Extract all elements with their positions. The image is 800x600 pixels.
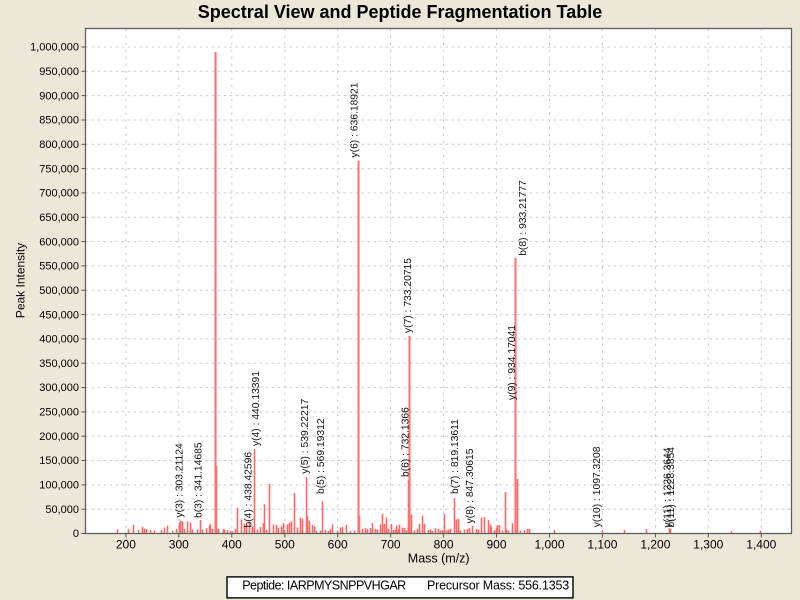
svg-text:500,000: 500,000 [39,285,79,297]
svg-text:Peak Intensity: Peak Intensity [14,243,28,318]
svg-text:850,000: 850,000 [39,115,79,127]
svg-text:450,000: 450,000 [39,309,79,321]
svg-text:y(10) : 1097.3208: y(10) : 1097.3208 [592,446,603,527]
svg-text:y(3) : 303.21124: y(3) : 303.21124 [175,443,186,517]
svg-text:b(4) : 438.42596: b(4) : 438.42596 [243,452,254,528]
svg-text:550,000: 550,000 [39,261,79,273]
svg-text:y(4) : 440.13391: y(4) : 440.13391 [251,371,262,446]
svg-text:b(11) : 1228.3854: b(11) : 1228.3854 [666,447,677,528]
svg-text:300: 300 [169,538,189,552]
svg-text:900: 900 [486,538,506,552]
svg-text:750,000: 750,000 [39,163,79,175]
svg-text:800: 800 [434,538,454,552]
svg-text:200,000: 200,000 [39,431,79,443]
svg-text:1,400: 1,400 [746,538,776,552]
svg-text:y(5) : 539.22217: y(5) : 539.22217 [300,399,311,474]
svg-text:350,000: 350,000 [39,358,79,370]
svg-text:400: 400 [222,538,242,552]
svg-text:600: 600 [328,538,348,552]
svg-text:1,000: 1,000 [534,538,564,552]
svg-text:600,000: 600,000 [39,236,79,248]
svg-text:b(7) : 819.13611: b(7) : 819.13611 [450,419,461,494]
svg-text:50,000: 50,000 [45,504,79,516]
svg-text:950,000: 950,000 [39,66,79,78]
svg-text:700,000: 700,000 [39,188,79,200]
svg-text:0: 0 [73,528,79,540]
svg-text:Spectral View and Peptide Frag: Spectral View and Peptide Fragmentation … [198,2,602,22]
svg-text:b(8) : 933.21777: b(8) : 933.21777 [518,180,529,256]
svg-text:150,000: 150,000 [39,455,79,467]
svg-text:500: 500 [275,538,295,552]
svg-text:y(7) : 733.20715: y(7) : 733.20715 [403,258,414,333]
svg-text:1,200: 1,200 [640,538,670,552]
svg-text:200: 200 [116,538,136,552]
svg-text:Peptide: IARPMYSNPPVHGAR: Peptide: IARPMYSNPPVHGAR [242,579,406,593]
svg-text:y(11) : 1226.3644: y(11) : 1226.3644 [663,447,674,527]
svg-text:100,000: 100,000 [39,480,79,492]
svg-text:1,000,000: 1,000,000 [30,42,79,54]
svg-text:b(3) : 341.14685: b(3) : 341.14685 [193,442,204,518]
svg-text:300,000: 300,000 [39,382,79,394]
svg-text:1,300: 1,300 [693,538,723,552]
svg-text:y(6) : 636.18921: y(6) : 636.18921 [350,82,361,157]
svg-text:1,100: 1,100 [587,538,617,552]
svg-text:250,000: 250,000 [39,407,79,419]
svg-text:b(6) : 732.1366: b(6) : 732.1366 [401,407,412,477]
svg-text:700: 700 [381,538,401,552]
svg-text:y(8) : 847.30615: y(8) : 847.30615 [465,448,476,523]
svg-text:Mass (m/z): Mass (m/z) [408,552,470,566]
svg-text:Precursor Mass: 556.1353: Precursor Mass: 556.1353 [427,579,569,593]
svg-text:y(9) : 934.17041: y(9) : 934.17041 [507,325,518,400]
svg-text:800,000: 800,000 [39,139,79,151]
svg-text:650,000: 650,000 [39,212,79,224]
svg-text:b(5) : 569.19312: b(5) : 569.19312 [316,418,327,494]
svg-text:900,000: 900,000 [39,90,79,102]
svg-text:400,000: 400,000 [39,334,79,346]
